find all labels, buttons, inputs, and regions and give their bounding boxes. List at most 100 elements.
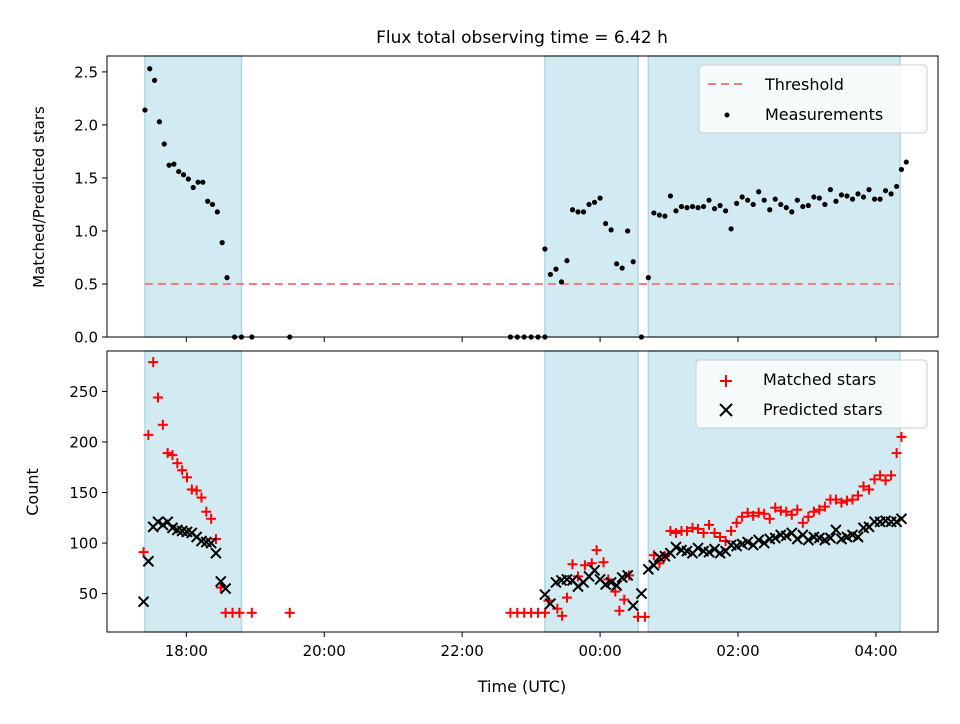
measurement-point — [176, 168, 182, 175]
legend-threshold-label: Threshold — [764, 75, 844, 94]
matched-star-point — [715, 531, 726, 542]
measurement-point — [161, 141, 167, 147]
matched-star-point — [693, 523, 704, 534]
matched-star-point — [864, 484, 875, 495]
measurement-point — [558, 279, 565, 285]
predicted-star-point — [741, 536, 754, 548]
y-tick-label: 1.5 — [74, 169, 98, 187]
shaded-interval — [544, 350, 639, 633]
matched-star-point — [748, 510, 759, 521]
measurement-point — [591, 199, 598, 205]
matched-star-point — [539, 607, 550, 618]
measurement-point — [180, 172, 187, 178]
matched-star-point — [698, 527, 709, 538]
matched-star-point — [157, 419, 168, 430]
ratio-y-axis-label: Matched/Predicted stars — [30, 106, 48, 288]
measurement-point — [678, 203, 685, 210]
measurement-point — [794, 197, 800, 203]
predicted-star-point — [769, 532, 781, 544]
measurement-point — [662, 213, 668, 219]
measurement-point — [689, 203, 696, 210]
predicted-star-point — [708, 543, 721, 555]
measurement-point — [553, 266, 559, 272]
predicted-star-point — [572, 580, 584, 593]
x-tick-label: 20:00 — [303, 642, 346, 660]
measurement-point — [827, 187, 834, 193]
measurement-point — [844, 193, 850, 199]
predicted-star-point — [659, 550, 671, 562]
legend-predicted-swatch — [719, 403, 733, 417]
matched-star-point — [143, 429, 154, 440]
predicted-star-point — [210, 547, 222, 559]
measurement-point — [728, 226, 734, 232]
matched-star-point — [234, 607, 245, 618]
measurement-point — [822, 201, 828, 208]
measurement-point — [722, 208, 729, 214]
predicted-star-point — [539, 588, 551, 601]
matched-star-point — [573, 571, 584, 582]
measurement-point — [898, 166, 905, 173]
measurement-point — [673, 208, 679, 214]
y-tick-label: 200 — [69, 433, 98, 451]
matched-star-point — [869, 474, 880, 485]
measurement-point — [614, 261, 620, 267]
measurement-point — [700, 203, 707, 210]
measurement-point — [745, 197, 751, 203]
measurement-point — [209, 201, 216, 208]
measurement-point — [855, 191, 861, 197]
measurement-point — [849, 196, 856, 202]
predicted-star-point — [830, 524, 842, 536]
predicted-star-point — [648, 559, 660, 571]
matched-star-point — [201, 506, 212, 517]
matched-star-point — [172, 458, 183, 469]
measurement-point — [717, 202, 723, 209]
predicted-star-point — [642, 563, 655, 576]
matched-star-point — [186, 484, 197, 495]
measurement-point — [866, 187, 872, 193]
measurement-point — [190, 184, 196, 191]
y-tick-label: 100 — [69, 535, 98, 553]
predicted-star-point — [544, 597, 557, 610]
matched-star-point — [284, 607, 295, 618]
predicted-star-point — [621, 569, 634, 582]
measurement-point — [833, 198, 839, 204]
measurement-point — [586, 201, 592, 208]
matched-star-point — [181, 472, 192, 483]
matched-star-point — [191, 485, 202, 496]
measurement-point — [185, 176, 191, 182]
measurement-point — [151, 77, 158, 83]
measurement-point — [711, 206, 718, 212]
matched-star-point — [759, 508, 770, 519]
measurement-point — [547, 271, 554, 278]
y-tick-label: 0.0 — [74, 329, 98, 347]
matched-star-point — [737, 511, 748, 522]
measurement-point — [195, 179, 201, 185]
matched-star-point — [858, 481, 869, 492]
matched-star-point — [880, 475, 891, 486]
legend-predicted-label: Predicted stars — [763, 400, 883, 419]
predicted-star-point — [791, 533, 804, 545]
count-axes-frame — [106, 350, 939, 633]
predicted-star-point — [627, 600, 639, 612]
matched-star-point — [753, 507, 764, 518]
measurement-point — [789, 209, 795, 215]
shaded-interval — [144, 55, 243, 338]
measurement-point — [888, 191, 894, 197]
matched-star-point — [704, 519, 715, 530]
predicted-star-point — [137, 595, 150, 608]
matched-star-point — [561, 592, 572, 603]
matched-star-point — [148, 357, 159, 368]
matched-star-point — [709, 527, 720, 538]
measurement-point — [156, 119, 163, 125]
measurement-point — [630, 259, 636, 265]
ratio-x-ticks — [185, 337, 877, 342]
ratio-legend: Threshold Measurements — [698, 64, 928, 134]
measurement-point — [569, 207, 576, 213]
matched-star-point — [162, 448, 173, 459]
y-tick-label: 150 — [69, 484, 98, 502]
ratio-panel: 0.0 0.5 1.0 1.5 2.0 2.5 Flux total observing … — [30, 28, 939, 347]
x-tick-label: 02:00 — [716, 642, 759, 660]
matched-star-point — [177, 465, 188, 476]
predicted-star-point — [205, 537, 217, 549]
